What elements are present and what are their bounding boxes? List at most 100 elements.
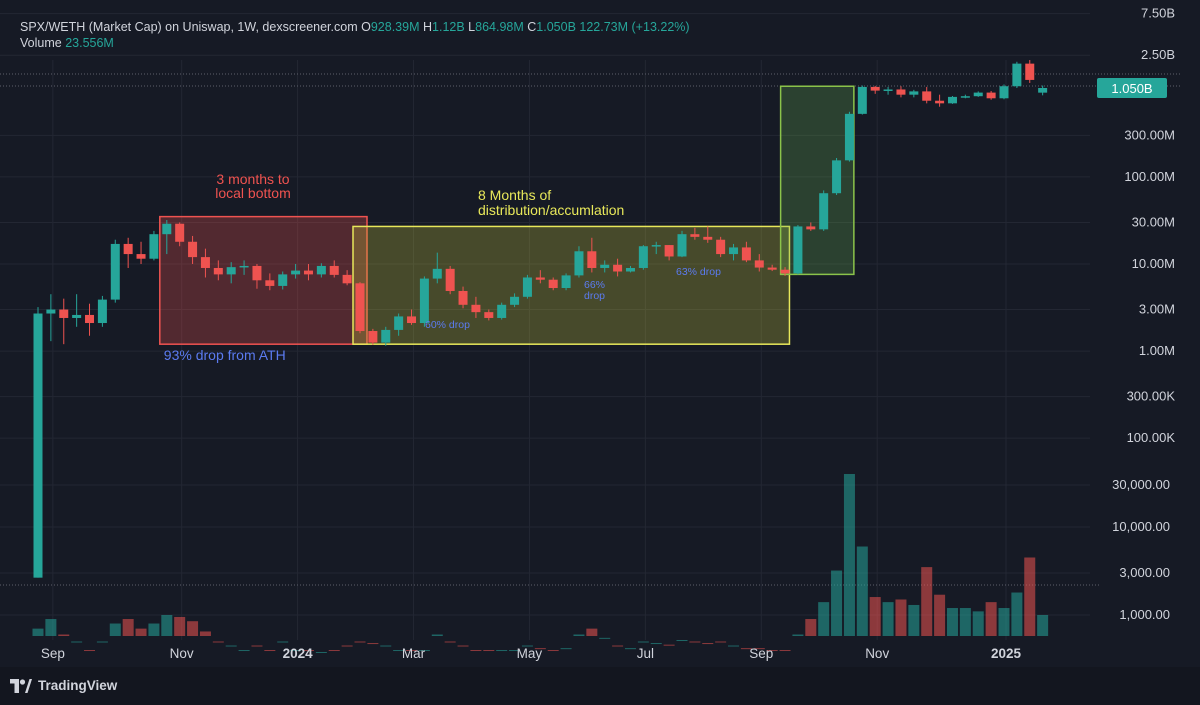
candlestick-chart[interactable]: 7.50B 2.50B 300.00M 100.00M 30.00M 10.00M 3.00… xyxy=(0,0,1200,667)
candle xyxy=(844,111,854,162)
candle-body xyxy=(303,270,313,275)
volume-bar xyxy=(341,645,353,647)
volume-bar xyxy=(406,650,418,652)
candle xyxy=(162,220,172,255)
volume-bar xyxy=(302,650,314,652)
volume-bar xyxy=(251,645,263,647)
time-axis: Sep Nov 2024 Mar May Jul Sep Nov 2025 xyxy=(41,646,1022,661)
volume-bar xyxy=(650,643,662,645)
time-tick-label: 2024 xyxy=(283,646,314,661)
drop-annotation: 63% drop xyxy=(676,266,721,278)
candle-body xyxy=(767,267,777,270)
candle xyxy=(638,245,648,270)
time-tick-label: Nov xyxy=(865,646,889,661)
yellow-box-annotation: 8 Months of xyxy=(478,187,551,203)
candle-body xyxy=(896,89,906,95)
price-tick-label: 7.50B xyxy=(1141,6,1175,21)
red-box-annotation: local bottom xyxy=(215,185,290,201)
candle-body xyxy=(574,251,584,276)
candle xyxy=(149,230,159,261)
change-value: 122.73M (+13.22%) xyxy=(579,20,690,34)
candle xyxy=(394,313,404,336)
candle-body xyxy=(973,92,983,97)
candles xyxy=(33,60,1048,578)
candle xyxy=(85,303,95,336)
yellow-box-annotation: distribution/accumlation xyxy=(478,202,624,218)
volume-bar xyxy=(728,645,740,647)
volume-bar xyxy=(985,602,997,636)
candle-body xyxy=(819,193,829,230)
candle-body xyxy=(638,246,648,268)
candle xyxy=(407,309,417,325)
candle-body xyxy=(484,312,494,318)
drop-annotation: drop xyxy=(584,290,605,302)
price-tick-label: 100.00M xyxy=(1124,169,1175,184)
volume-bar xyxy=(612,645,624,647)
volume-tick-label: 10,000.00 xyxy=(1112,519,1170,534)
volume-bar xyxy=(792,634,804,636)
candle-body xyxy=(909,91,919,95)
candle xyxy=(445,265,455,295)
volume-bars xyxy=(32,474,1049,653)
candle-body xyxy=(870,86,880,91)
candle-body xyxy=(522,277,532,297)
candle-body xyxy=(33,313,43,578)
candle-body xyxy=(561,275,571,289)
volume-tick-label: 30,000.00 xyxy=(1112,477,1170,492)
low-value: 864.98M xyxy=(475,20,524,34)
candle-body xyxy=(72,314,82,318)
candle-body xyxy=(316,265,326,275)
candle-body xyxy=(729,247,739,255)
volume-bar xyxy=(187,621,199,636)
candle-body xyxy=(432,268,442,279)
candle xyxy=(355,282,365,334)
candle-body xyxy=(793,226,803,274)
price-tick-label: 30.00M xyxy=(1132,214,1175,229)
candle-body xyxy=(587,251,597,268)
candle xyxy=(59,298,69,345)
last-price-badge xyxy=(1097,78,1167,98)
volume-bar xyxy=(573,634,585,636)
candle xyxy=(1025,60,1035,83)
volume-bar xyxy=(1024,557,1036,636)
candle-body xyxy=(600,264,610,268)
price-tick-label: 1.00M xyxy=(1139,343,1175,358)
volume-bar xyxy=(521,645,533,647)
time-tick-label: Jul xyxy=(637,646,654,661)
candle-body xyxy=(265,280,275,286)
red-annotation-box xyxy=(159,215,368,345)
candle-body xyxy=(844,113,854,161)
footer-bar xyxy=(0,667,1200,705)
volume-bar xyxy=(818,602,830,636)
volume-bar xyxy=(418,650,430,652)
candle xyxy=(484,309,494,321)
tradingview-logo[interactable]: TradingView xyxy=(10,678,117,693)
candle-body xyxy=(419,278,429,324)
candle-body xyxy=(986,92,996,99)
red-box-annotation: 3 months to xyxy=(216,171,289,187)
candle-body xyxy=(110,243,120,300)
candle xyxy=(780,267,790,276)
candle xyxy=(200,248,210,278)
candle-body xyxy=(1012,63,1022,87)
candle-body xyxy=(85,314,95,324)
candle xyxy=(960,94,970,99)
volume-bar xyxy=(805,619,817,636)
volume-bar xyxy=(624,648,636,650)
candle-body xyxy=(342,274,352,284)
volume-tick-label: 3,000.00 xyxy=(1119,565,1170,580)
candle xyxy=(188,235,198,264)
volume-bar xyxy=(84,650,96,652)
candle xyxy=(986,90,996,100)
volume-bar xyxy=(509,650,521,652)
candle-body xyxy=(1038,88,1048,93)
volume-bar xyxy=(934,594,946,636)
volume-bar xyxy=(998,608,1010,636)
candle-body xyxy=(832,160,842,194)
volume-bar xyxy=(689,641,701,643)
price-tick-label: 10.00M xyxy=(1132,256,1175,271)
candle-body xyxy=(754,260,764,268)
candle xyxy=(883,86,893,95)
volume-bar xyxy=(740,648,752,650)
